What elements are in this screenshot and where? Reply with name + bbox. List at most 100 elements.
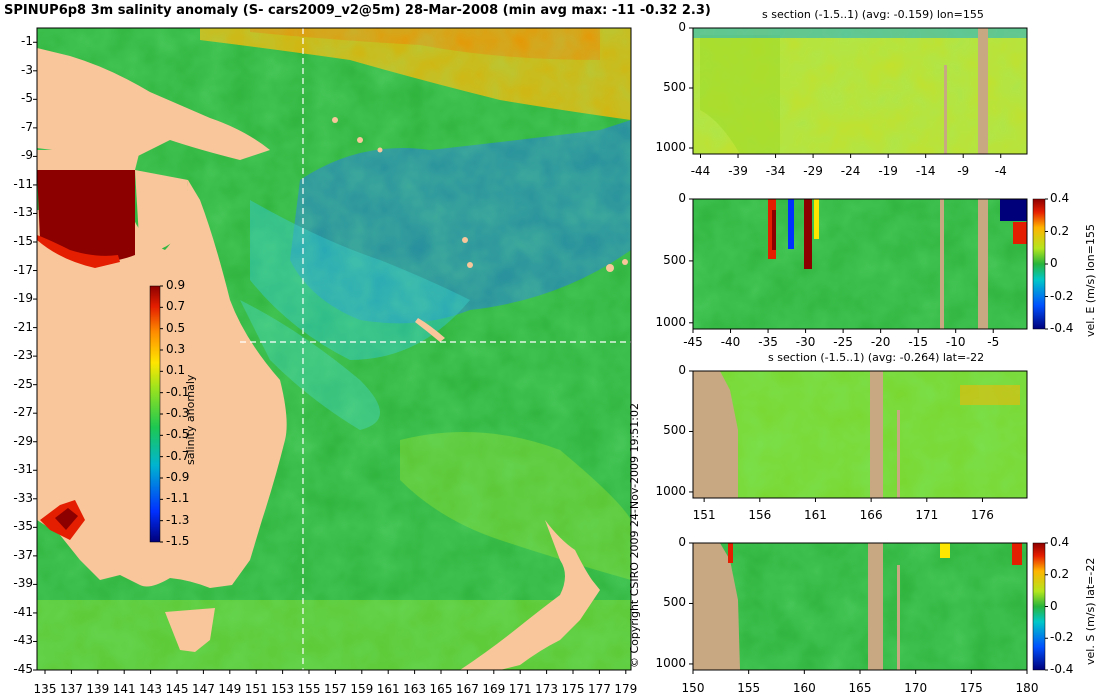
section-xtick-label: 165 xyxy=(848,681,872,695)
salinity-colorbar-tick-label: -1.1 xyxy=(166,491,190,506)
map-ytick-label: -9 xyxy=(21,148,33,163)
map-ytick-label: -41 xyxy=(13,604,33,619)
vel-colorbar-tick-label: 0.4 xyxy=(1050,535,1070,549)
section-ytick-label: 500 xyxy=(663,80,686,94)
section-xtick-label: -14 xyxy=(915,164,936,178)
salinity-colorbar-tick-label: 0.5 xyxy=(166,320,186,335)
section-ytick-label: 0 xyxy=(678,191,686,205)
section-xtick-label: 176 xyxy=(971,508,994,522)
section-ytick-label: 500 xyxy=(663,423,686,438)
section-xtick-label: 156 xyxy=(748,508,772,522)
map-ytick-label: -43 xyxy=(13,633,33,648)
section-xtick-label: -9 xyxy=(957,164,970,178)
section-xtick-label: -30 xyxy=(795,335,816,349)
section-xtick-label: 170 xyxy=(904,681,928,695)
section-ytick-label: 500 xyxy=(663,595,686,610)
land-australia xyxy=(37,180,287,588)
vel-colorbar-tick-label: -0.4 xyxy=(1050,662,1074,676)
salinity-colorbar-tick-label: -1.5 xyxy=(166,534,190,548)
section-xtick-label: -34 xyxy=(765,164,786,178)
map-ytick-label: -1 xyxy=(21,34,33,49)
map-ytick-label: -45 xyxy=(13,662,33,676)
map-ytick-label: -29 xyxy=(13,433,33,448)
map-xtick-label: 161 xyxy=(376,682,400,696)
vel-e-colorbar xyxy=(1032,198,1046,330)
salinity-map xyxy=(36,27,632,671)
map-ytick-label: -27 xyxy=(13,405,33,420)
section1-title: s section (-1.5..1) (avg: -0.159) lon=15… xyxy=(762,8,984,21)
salinity-colorbar-tick-label: -1.3 xyxy=(166,512,190,527)
section-xtick-label: 155 xyxy=(737,681,761,695)
map-ytick-label: -21 xyxy=(13,319,33,334)
map-xtick-label: 177 xyxy=(587,682,611,696)
section-xtick-label: 151 xyxy=(692,508,716,522)
vel-e-label: vel. E (m/s) lon=155 xyxy=(1084,224,1097,337)
section-ytick-label: 0 xyxy=(678,363,686,377)
map-xtick-label: 149 xyxy=(218,682,242,696)
map-xtick-label: 169 xyxy=(482,682,506,696)
section-xtick-label: 161 xyxy=(804,508,827,522)
vel-s-label: vel. S (m/s) lat=-22 xyxy=(1084,557,1097,665)
salinity-colorbar-tick-label: 0.1 xyxy=(166,363,186,378)
map-ytick-label: -37 xyxy=(13,547,33,562)
map-xtick-label: 155 xyxy=(297,682,321,696)
section-xtick-label: -45 xyxy=(683,335,703,349)
map-ytick-label: -39 xyxy=(13,576,33,591)
salinity-colorbar-tick-label: -0.5 xyxy=(166,427,190,442)
salinity-colorbar-tick-label: 0.7 xyxy=(166,299,186,314)
map-xtick-label: 159 xyxy=(350,682,374,696)
vel-s-colorbar xyxy=(1032,542,1046,671)
copyright-text: © Copyright CSIRO 2009 24-Nov-2009 19:51… xyxy=(628,403,641,668)
section-xtick-label: -10 xyxy=(945,335,966,349)
vel-colorbar-tick-label: 0.4 xyxy=(1050,191,1070,205)
map-ytick-label: -3 xyxy=(21,62,33,77)
land-tasmania xyxy=(165,608,215,652)
map-ytick-label: -33 xyxy=(13,490,33,505)
map-ytick-label: -31 xyxy=(13,462,33,477)
section-xtick-label: 150 xyxy=(681,681,705,695)
section-panel-2 xyxy=(692,198,1028,330)
land-new-zealand xyxy=(460,520,600,670)
map-xtick-label: 173 xyxy=(535,682,559,696)
vel-colorbar-tick-label: -0.2 xyxy=(1050,288,1074,303)
section-xtick-label: -25 xyxy=(833,335,853,349)
section-panel-3 xyxy=(692,370,1028,499)
map-ytick-label: -25 xyxy=(13,376,33,391)
section-xtick-label: -19 xyxy=(878,164,898,178)
map-ytick-label: -5 xyxy=(21,91,33,106)
section-ytick-label: 0 xyxy=(678,20,686,34)
section-xtick-label: -39 xyxy=(728,164,748,178)
section-xtick-label: 160 xyxy=(792,681,816,695)
map-ytick-label: -35 xyxy=(13,519,33,534)
map-xtick-label: 147 xyxy=(191,682,215,696)
map-xtick-label: 171 xyxy=(508,682,532,696)
salinity-colorbar-tick-label: 0.9 xyxy=(166,278,186,292)
map-xtick-label: 165 xyxy=(429,682,453,696)
section-ytick-label: 1000 xyxy=(655,483,686,498)
map-xtick-label: 143 xyxy=(139,682,163,696)
section-xtick-label: 166 xyxy=(859,508,883,522)
map-ytick-label: -19 xyxy=(13,291,33,306)
map-ytick-label: -15 xyxy=(13,234,33,248)
map-xtick-label: 175 xyxy=(561,682,585,696)
section-xtick-label: 171 xyxy=(915,508,939,522)
map-xtick-label: 157 xyxy=(323,682,347,696)
map-ytick-label: -13 xyxy=(13,205,33,220)
vel-colorbar-tick-label: 0 xyxy=(1050,598,1058,613)
section-xtick-label: -20 xyxy=(870,335,891,349)
gulf-carpentaria-patch xyxy=(37,170,135,262)
map-xtick-label: 139 xyxy=(86,682,110,696)
map-ytick-label: -11 xyxy=(13,176,33,191)
map-xtick-label: 163 xyxy=(403,682,427,696)
map-xtick-label: 145 xyxy=(165,682,189,696)
map-xtick-label: 137 xyxy=(59,682,83,696)
main-title: SPINUP6p8 3m salinity anomaly (S- cars20… xyxy=(4,3,711,18)
section-ytick-label: 1000 xyxy=(655,140,686,154)
land-new-guinea xyxy=(37,48,270,160)
section-xtick-label: -44 xyxy=(690,164,711,178)
land-new-caledonia xyxy=(415,318,445,342)
section-ytick-label: 500 xyxy=(663,252,686,267)
map-xtick-label: 167 xyxy=(455,682,479,696)
map-xtick-label: 151 xyxy=(244,682,268,696)
